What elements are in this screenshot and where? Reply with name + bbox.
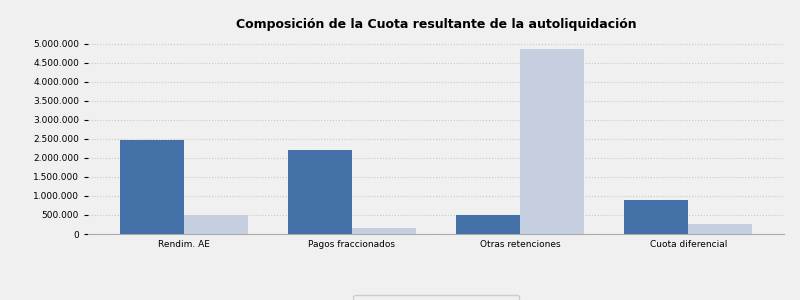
Bar: [456, 215, 520, 234]
Bar: [625, 200, 689, 234]
Bar: [520, 49, 584, 234]
Bar: [183, 214, 247, 234]
Bar: [288, 150, 352, 234]
Legend: Principal, Secundaria: Principal, Secundaria: [353, 295, 519, 300]
Title: Composición de la Cuota resultante de la autoliquidación: Composición de la Cuota resultante de la…: [236, 18, 636, 31]
Bar: [689, 224, 752, 234]
Bar: [120, 140, 183, 234]
Bar: [352, 227, 416, 234]
